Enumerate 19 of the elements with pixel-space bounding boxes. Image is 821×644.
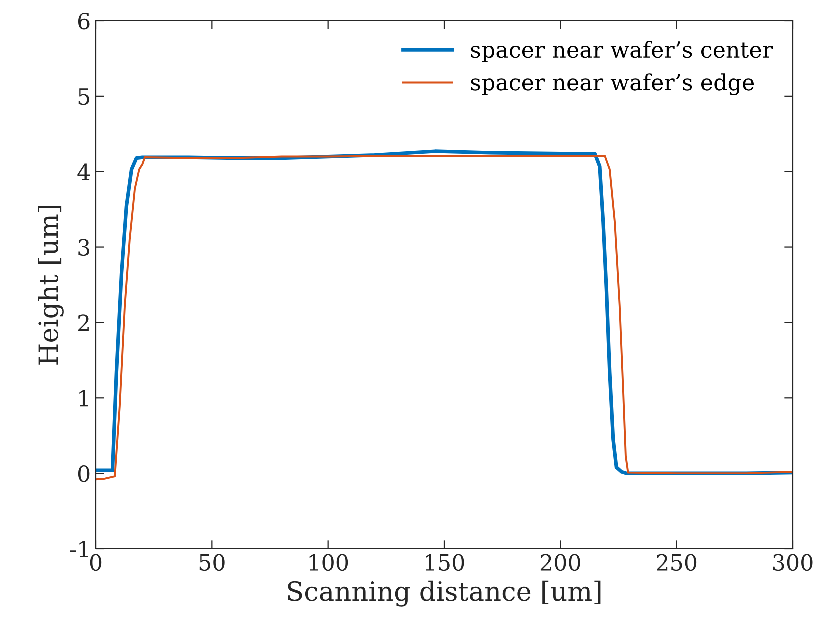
x-tick-label: 150 [426,554,464,572]
x-axis-title: Scanning distance [um] [288,580,601,607]
x-tick-label: 0 [90,554,102,572]
x-tick-label: 250 [657,554,697,572]
y-tick-label: 2 [78,314,89,332]
x-tick-label: 50 [200,554,225,572]
y-tick-label: 5 [78,88,90,106]
x-tick-label: 300 [773,554,813,572]
legend-label: spacer near wafer’s center [471,41,773,63]
x-tick-label: 200 [540,554,580,572]
y-tick-label: 3 [78,239,90,256]
x-tick-label: 100 [310,554,348,572]
y-tick-label: 4 [78,164,90,180]
y-tick-label: 6 [78,12,90,30]
legend-label: spacer near wafer’s edge [471,74,754,96]
y-tick-label: 0 [78,466,90,482]
y-tick-label: 1 [80,390,88,407]
y-axis-title: Height [um] [38,206,64,365]
y-tick-label: -1 [70,540,88,558]
